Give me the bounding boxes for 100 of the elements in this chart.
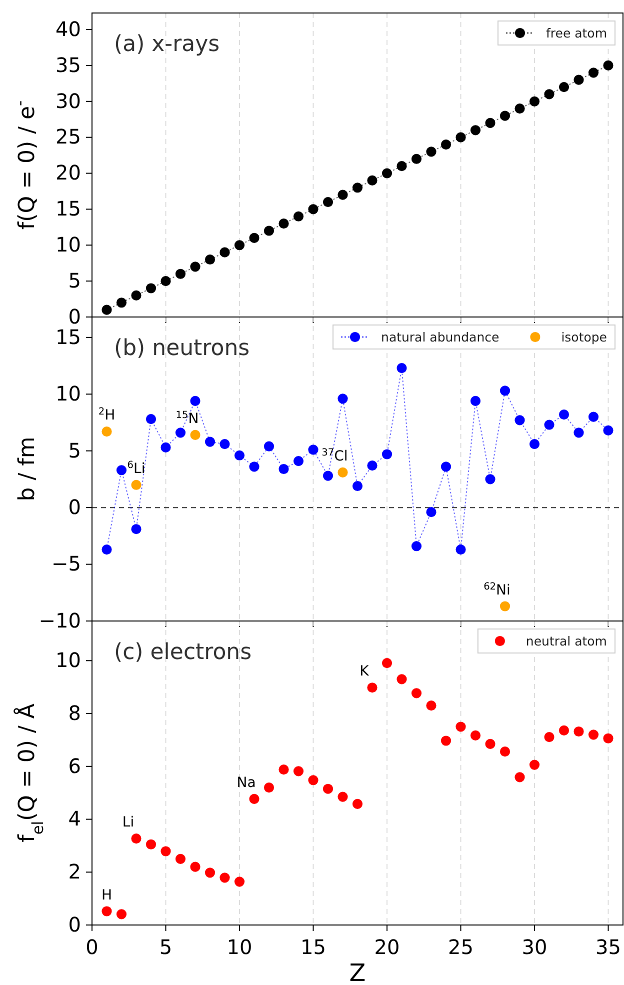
y-tick-label: 4 bbox=[68, 806, 81, 831]
point bbox=[529, 96, 540, 106]
y-tick-label: −5 bbox=[52, 552, 81, 576]
point bbox=[116, 465, 127, 476]
point bbox=[544, 732, 554, 742]
point bbox=[514, 772, 525, 782]
annotation: $^{15}$N bbox=[176, 409, 199, 427]
point bbox=[485, 738, 496, 749]
point bbox=[456, 722, 466, 732]
point bbox=[116, 298, 127, 308]
point bbox=[234, 876, 245, 887]
y-tick-label: 2 bbox=[68, 860, 81, 884]
y-tick-label: 40 bbox=[56, 16, 81, 41]
y-tick-label: 5 bbox=[68, 438, 81, 462]
point bbox=[426, 507, 436, 518]
point bbox=[160, 442, 171, 452]
y-tick-label: 10 bbox=[56, 232, 81, 257]
point bbox=[574, 428, 584, 438]
point bbox=[264, 441, 274, 452]
point bbox=[102, 544, 112, 555]
annotation: $^{2}$H bbox=[98, 406, 116, 424]
point bbox=[204, 254, 216, 265]
point bbox=[278, 218, 289, 229]
point bbox=[411, 541, 422, 552]
point bbox=[574, 726, 584, 737]
point bbox=[249, 794, 260, 804]
x-tick-label: 0 bbox=[86, 935, 98, 959]
point bbox=[426, 700, 436, 711]
point bbox=[278, 464, 289, 474]
point bbox=[396, 161, 407, 172]
y-tick-label: 10 bbox=[56, 648, 81, 672]
point bbox=[603, 60, 614, 70]
annotation: K bbox=[360, 664, 370, 680]
point bbox=[190, 396, 200, 406]
point bbox=[146, 283, 156, 294]
point bbox=[352, 798, 363, 809]
point bbox=[116, 909, 127, 920]
point bbox=[456, 132, 466, 142]
point bbox=[308, 204, 318, 214]
point bbox=[249, 232, 260, 243]
point bbox=[322, 784, 334, 794]
point bbox=[588, 412, 599, 422]
point bbox=[160, 276, 171, 286]
x-tick-label: 15 bbox=[300, 935, 326, 959]
point bbox=[352, 480, 363, 492]
point bbox=[456, 544, 466, 555]
point bbox=[367, 460, 378, 471]
point bbox=[278, 764, 289, 775]
point bbox=[440, 736, 452, 746]
point bbox=[308, 775, 318, 786]
point bbox=[396, 674, 407, 684]
y-tick-label: 35 bbox=[56, 52, 81, 77]
point bbox=[588, 68, 599, 78]
y-tick-label: 20 bbox=[56, 160, 81, 185]
point bbox=[220, 872, 230, 883]
point bbox=[204, 436, 216, 447]
point bbox=[411, 154, 422, 164]
point bbox=[146, 839, 156, 850]
annotation: $^{6}$Li bbox=[127, 459, 146, 477]
point bbox=[175, 428, 186, 438]
y-tick-label: −10 bbox=[38, 608, 81, 632]
point bbox=[426, 146, 436, 157]
text: (c) electrons bbox=[114, 640, 252, 665]
y-tick-label: 15 bbox=[56, 196, 81, 221]
legend-label: neutral atom bbox=[526, 634, 607, 648]
x-tick-label: 35 bbox=[596, 935, 621, 959]
point bbox=[175, 854, 186, 864]
point bbox=[175, 268, 186, 279]
point bbox=[146, 414, 156, 424]
point bbox=[382, 449, 392, 460]
point bbox=[160, 846, 171, 856]
y-tick-label: 0 bbox=[68, 912, 81, 936]
annotation: H bbox=[101, 887, 112, 904]
x-tick-label: 20 bbox=[374, 935, 400, 959]
y-tick-label: 25 bbox=[56, 124, 81, 149]
point bbox=[293, 766, 304, 776]
legend-label: free atom bbox=[546, 26, 607, 40]
point bbox=[500, 386, 510, 396]
point bbox=[529, 760, 540, 770]
point bbox=[131, 834, 142, 844]
point bbox=[500, 601, 510, 612]
point bbox=[338, 792, 348, 802]
point bbox=[102, 304, 112, 315]
point bbox=[308, 444, 318, 455]
annotation: $^{37}$Cl bbox=[322, 446, 348, 464]
point bbox=[322, 196, 334, 208]
y-tick-label: 6 bbox=[68, 754, 81, 778]
y-tick-label: 10 bbox=[56, 382, 81, 406]
y-tick-label: 8 bbox=[68, 700, 81, 725]
point bbox=[470, 396, 481, 406]
point bbox=[396, 363, 407, 374]
point bbox=[204, 868, 216, 878]
point bbox=[603, 425, 614, 436]
point bbox=[102, 906, 112, 916]
point bbox=[190, 430, 200, 440]
point bbox=[220, 247, 230, 258]
point bbox=[470, 125, 481, 136]
point bbox=[485, 118, 496, 128]
text: (b) neutrons bbox=[114, 336, 250, 361]
text: (a) x-rays bbox=[114, 32, 220, 57]
